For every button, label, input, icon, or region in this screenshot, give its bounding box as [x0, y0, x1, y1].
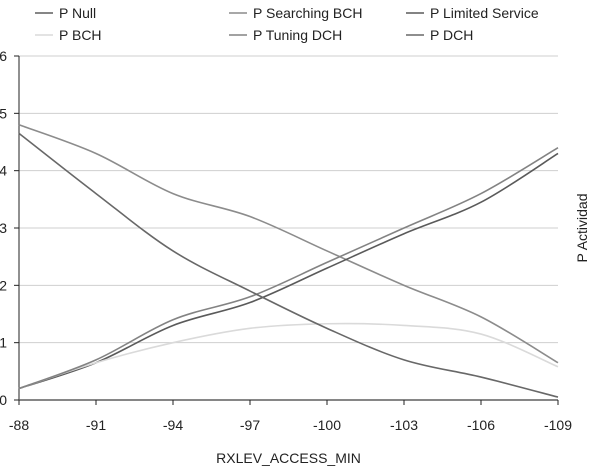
x-tick-label: -109	[544, 417, 572, 433]
y-tick-label: 0.6	[0, 48, 7, 64]
legend-label: P BCH	[59, 27, 102, 43]
y-axis-title: P Actividad	[574, 193, 590, 262]
legend-label: P Limited Service	[430, 5, 539, 21]
x-tick-label: -94	[163, 417, 183, 433]
legend-label: P Tuning DCH	[253, 27, 342, 43]
x-axis-title: RXLEV_ACCESS_MIN	[216, 450, 361, 466]
y-tick-label: 0.3	[0, 220, 7, 236]
series-line-p-tuning-dch	[18, 147, 559, 390]
legend-label: P Null	[59, 5, 96, 21]
legend-item: P BCH	[35, 27, 102, 43]
legend-item: P Null	[35, 5, 96, 21]
x-tick-label: -97	[240, 417, 260, 433]
series-line-p-bch	[18, 322, 559, 390]
y-tick-label: 0.1	[0, 335, 7, 351]
y-tick-label: 0.2	[0, 277, 7, 293]
series-line-p-searching-bch	[18, 124, 559, 364]
legend-label: P Searching BCH	[253, 5, 362, 21]
x-tick-label: -103	[390, 417, 418, 433]
x-tick-label: -91	[86, 417, 106, 433]
x-axis-ticks: -88 -91 -94 -97 -100 -103 -106 -109	[9, 400, 572, 433]
gridlines	[19, 55, 558, 344]
y-tick-label: 0.5	[0, 105, 7, 121]
legend-label: P DCH	[430, 27, 473, 43]
y-tick-label: 0.4	[0, 163, 7, 179]
x-tick-label: -100	[313, 417, 341, 433]
y-axis-ticks: 0 0.1 0.2 0.3 0.4 0.5 0.6	[0, 48, 19, 408]
x-tick-label: -88	[9, 417, 29, 433]
legend-item: P Searching BCH	[229, 5, 362, 21]
legend: P Null P Searching BCH P Limited Service P …	[35, 5, 539, 43]
y-tick-label: 0	[0, 392, 7, 408]
legend-item: P DCH	[406, 27, 473, 43]
series-line-p-dch	[18, 132, 559, 398]
legend-item: P Limited Service	[406, 5, 539, 21]
legend-item: P Tuning DCH	[229, 27, 342, 43]
series-lines	[18, 124, 559, 401]
x-tick-label: -106	[467, 417, 495, 433]
series-line-p-limited-service	[18, 152, 559, 390]
